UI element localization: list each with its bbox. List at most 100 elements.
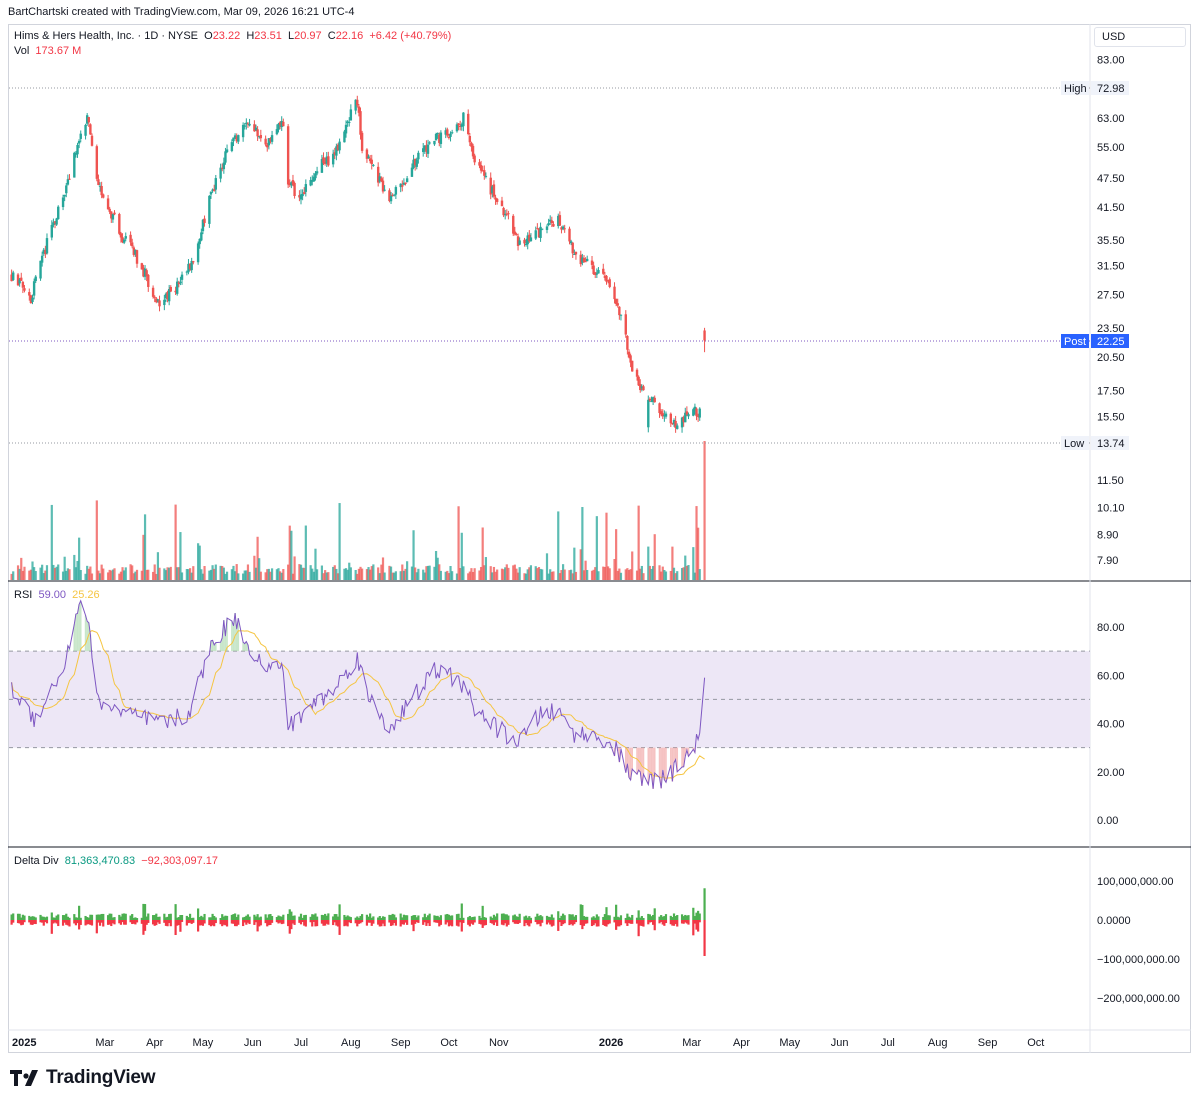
volume-bar bbox=[315, 569, 319, 580]
volume-bar bbox=[39, 567, 42, 580]
delta-bar-negative bbox=[467, 920, 470, 925]
candle-body bbox=[669, 413, 672, 424]
volume-bar bbox=[537, 567, 541, 580]
volume-bar bbox=[606, 566, 610, 580]
volume-bar bbox=[671, 546, 674, 580]
delta-neg-value: −92,303,097.17 bbox=[141, 855, 219, 867]
delta-bar-negative bbox=[333, 920, 336, 923]
volume-bar bbox=[53, 567, 57, 580]
candle-body bbox=[539, 226, 542, 238]
candle-body bbox=[372, 164, 375, 166]
candle-body bbox=[503, 214, 507, 216]
volume-bar bbox=[388, 565, 391, 580]
candle-body bbox=[258, 136, 261, 138]
volume-bar bbox=[479, 566, 483, 580]
candle-body bbox=[648, 398, 652, 401]
volume-bar bbox=[79, 570, 82, 580]
volume-bar bbox=[264, 572, 267, 580]
delta-bar-negative bbox=[279, 920, 282, 923]
delta-bar-negative bbox=[39, 920, 42, 923]
currency-selector[interactable]: USD bbox=[1094, 27, 1186, 47]
delta-bar-negative bbox=[246, 920, 250, 923]
candle-body bbox=[449, 133, 452, 137]
volume-bar bbox=[378, 573, 381, 580]
candle-body bbox=[235, 136, 238, 142]
symbol-title[interactable]: Hims & Hers Health, Inc. · 1D · NYSE bbox=[14, 30, 198, 42]
candle-body bbox=[254, 127, 258, 131]
delta-bar-negative bbox=[468, 920, 471, 927]
candle-body bbox=[526, 235, 529, 245]
delta-bar-negative bbox=[640, 920, 643, 926]
candle-body bbox=[402, 182, 406, 185]
candle-body bbox=[438, 134, 441, 143]
delta-bar-negative bbox=[697, 920, 700, 932]
candle-body bbox=[356, 99, 359, 106]
volume-bar bbox=[586, 569, 589, 580]
volume-bar bbox=[55, 566, 58, 580]
candle-body bbox=[616, 303, 619, 306]
tradingview-logo[interactable]: TradingView bbox=[10, 1067, 156, 1089]
volume-bar bbox=[412, 530, 415, 580]
candle-body bbox=[266, 144, 269, 148]
candle-body bbox=[698, 408, 701, 418]
candle-body bbox=[552, 224, 555, 227]
delta-bar-positive bbox=[356, 916, 359, 920]
delta-bar-positive bbox=[97, 914, 100, 920]
delta-bar-positive bbox=[457, 913, 460, 920]
candle-body bbox=[57, 206, 60, 220]
low-level-label: Low bbox=[1064, 438, 1084, 450]
delta-bar-positive bbox=[168, 914, 171, 920]
open-value: 23.22 bbox=[212, 30, 241, 42]
post-label-box bbox=[1061, 334, 1089, 348]
delta-bar-negative bbox=[367, 920, 370, 923]
delta-div-bars bbox=[10, 888, 706, 956]
volume-bar bbox=[685, 565, 688, 580]
volume-bar bbox=[188, 568, 192, 580]
candle-body bbox=[410, 167, 414, 177]
rsi-label[interactable]: RSI bbox=[14, 589, 33, 601]
volume-label[interactable]: Vol bbox=[14, 45, 30, 57]
delta-bar-positive bbox=[447, 914, 451, 920]
delta-bar-positive bbox=[254, 916, 258, 920]
delta-bar-negative bbox=[53, 920, 57, 923]
candle-body bbox=[248, 123, 251, 126]
delta-bar-negative bbox=[695, 920, 698, 930]
candle-body bbox=[158, 300, 161, 307]
candle-body bbox=[550, 220, 554, 224]
volume-bar bbox=[123, 570, 126, 580]
volume-bar bbox=[267, 568, 270, 580]
volume-bar bbox=[455, 573, 459, 580]
volume-bar bbox=[76, 560, 79, 580]
volume-bar bbox=[332, 566, 335, 580]
chart-credit: BartChartski created with TradingView.co… bbox=[8, 6, 355, 18]
delta-bar-positive bbox=[618, 917, 621, 920]
delta-bar-positive bbox=[404, 915, 407, 920]
delta-bar-negative bbox=[335, 920, 338, 926]
candle-body bbox=[639, 384, 642, 391]
volume-bar bbox=[327, 572, 330, 580]
candle-body bbox=[336, 144, 340, 150]
volume-bar bbox=[270, 568, 274, 580]
delta-bar-positive bbox=[158, 916, 161, 920]
delta-bar-negative bbox=[235, 920, 238, 927]
delta-bar-positive bbox=[197, 908, 200, 920]
volume-bar bbox=[42, 573, 45, 580]
delta-bar-positive bbox=[568, 914, 571, 920]
candle-body bbox=[52, 222, 55, 225]
delta-bar-positive bbox=[225, 915, 229, 920]
delta-label[interactable]: Delta Div bbox=[14, 855, 59, 867]
delta-bar-positive bbox=[309, 916, 312, 920]
delta-bar-positive bbox=[163, 913, 166, 920]
volume-bar bbox=[615, 529, 618, 580]
delta-bar-negative bbox=[451, 920, 454, 927]
delta-bar-positive bbox=[78, 905, 81, 920]
volume-bar bbox=[518, 567, 521, 580]
volume-bar bbox=[383, 572, 386, 580]
delta-bar-negative bbox=[422, 920, 425, 925]
delta-bar-negative bbox=[515, 920, 518, 924]
delta-bar-positive bbox=[369, 913, 372, 920]
delta-bar-negative bbox=[322, 920, 325, 926]
volume-bar bbox=[524, 573, 528, 580]
candle-body bbox=[484, 175, 488, 177]
